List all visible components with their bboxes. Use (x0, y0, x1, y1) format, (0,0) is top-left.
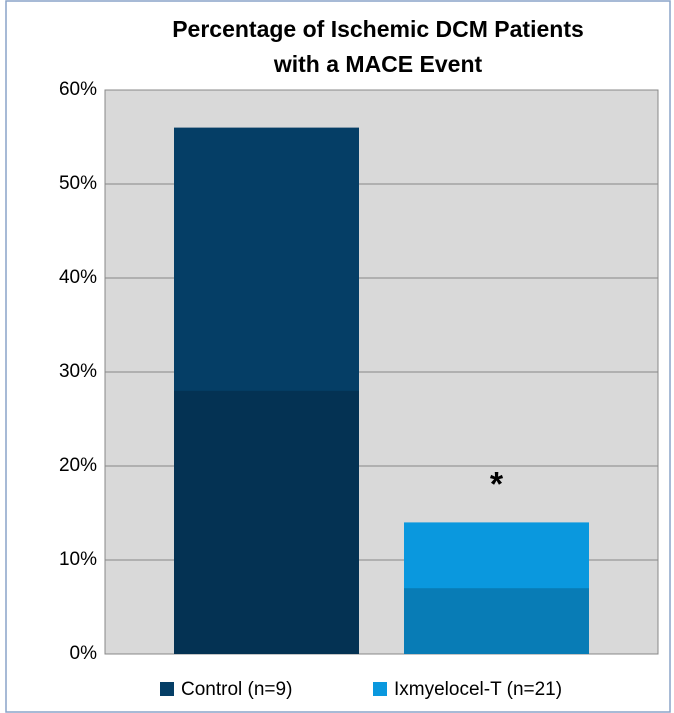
annotation: * (490, 465, 504, 503)
bar (174, 127, 359, 655)
y-tick-label: 40% (59, 267, 97, 288)
y-tick-label: 30% (59, 361, 97, 382)
y-tick-label: 0% (70, 643, 98, 664)
y-tick-label: 50% (59, 173, 97, 194)
bar (404, 522, 589, 654)
legend-label: Control (n=9) (181, 679, 292, 700)
chart-title: Percentage of Ischemic DCM Patients (172, 16, 584, 42)
legend-label: Ixmyelocel-T (n=21) (394, 679, 562, 700)
legend-swatch (373, 682, 387, 696)
chart-subtitle: with a MACE Event (273, 51, 483, 77)
y-tick-label: 20% (59, 455, 97, 476)
y-tick-label: 60% (59, 79, 97, 100)
y-tick-label: 10% (59, 549, 97, 570)
legend-swatch (160, 682, 174, 696)
